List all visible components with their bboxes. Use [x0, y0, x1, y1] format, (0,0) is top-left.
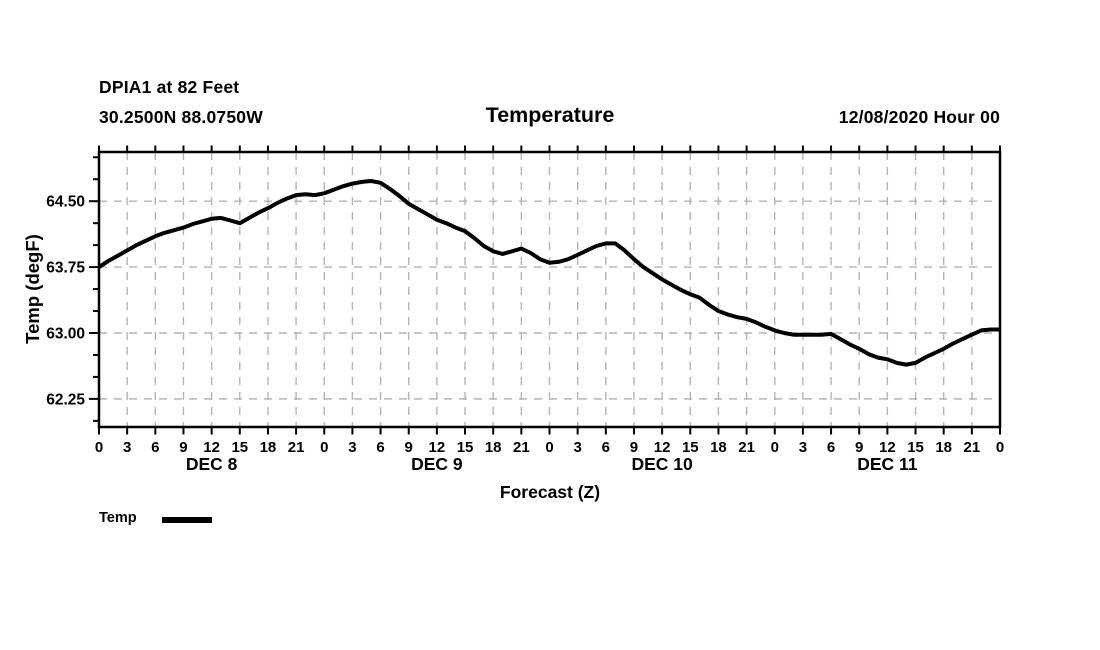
svg-text:63.00: 63.00 — [46, 325, 85, 342]
svg-text:12: 12 — [429, 439, 446, 456]
x-axis-title: Forecast (Z) — [499, 482, 601, 502]
temp-curve — [97, 179, 1000, 367]
legend-label: Temp — [99, 510, 137, 526]
svg-text:21: 21 — [513, 439, 530, 456]
legend-line-swatch — [162, 517, 212, 523]
svg-text:18: 18 — [260, 439, 277, 456]
svg-text:21: 21 — [738, 439, 755, 456]
svg-text:15: 15 — [457, 439, 474, 456]
svg-text:9: 9 — [405, 439, 413, 456]
svg-text:0: 0 — [771, 439, 779, 456]
svg-text:6: 6 — [151, 439, 159, 456]
day-labels: DEC 8 DEC 9 DEC 10 DEC 11 — [186, 454, 918, 474]
svg-text:21: 21 — [288, 439, 305, 456]
svg-text:0: 0 — [545, 439, 553, 456]
svg-text:62.25: 62.25 — [46, 391, 85, 408]
svg-text:3: 3 — [573, 439, 581, 456]
svg-text:3: 3 — [123, 439, 131, 456]
svg-text:6: 6 — [602, 439, 610, 456]
svg-text:3: 3 — [799, 439, 807, 456]
svg-text:15: 15 — [231, 439, 248, 456]
svg-text:18: 18 — [710, 439, 727, 456]
axis-ticks — [89, 145, 1001, 435]
svg-text:0: 0 — [320, 439, 328, 456]
gridlines — [99, 152, 1000, 427]
svg-text:15: 15 — [682, 439, 699, 456]
svg-text:12: 12 — [879, 439, 896, 456]
station-name: DPIA1 at 82 Feet — [99, 77, 240, 97]
chart-title: Temperature — [485, 103, 615, 127]
plot-border — [97, 150, 1002, 429]
x-tick-labels: 0 3 6 9 12 15 18 21 0 3 6 9 12 15 18 21 0 3 6 9 12 15 18 21 0 3 6 9… — [95, 439, 1004, 456]
svg-text:3: 3 — [348, 439, 356, 456]
svg-text:12: 12 — [203, 439, 220, 456]
svg-text:64.50: 64.50 — [46, 194, 85, 211]
y-axis-title: Temp (degF) — [22, 234, 43, 344]
y-tick-labels: 64.50 63.75 63.00 62.25 — [46, 194, 85, 409]
forecast-run-date: 12/08/2020 Hour 00 — [838, 107, 1000, 127]
svg-text:6: 6 — [827, 439, 835, 456]
svg-text:12: 12 — [654, 439, 671, 456]
svg-text:63.75: 63.75 — [46, 260, 85, 277]
station-coordinates: 30.2500N 88.0750W — [99, 107, 263, 127]
svg-text:DEC 8: DEC 8 — [186, 454, 238, 474]
svg-text:18: 18 — [485, 439, 502, 456]
svg-text:18: 18 — [935, 439, 952, 456]
svg-text:21: 21 — [964, 439, 981, 456]
svg-text:9: 9 — [855, 439, 863, 456]
svg-text:0: 0 — [996, 439, 1004, 456]
svg-text:6: 6 — [376, 439, 384, 456]
svg-text:DEC 11: DEC 11 — [857, 454, 918, 474]
svg-text:15: 15 — [907, 439, 924, 456]
svg-text:DEC 10: DEC 10 — [631, 454, 693, 474]
svg-text:9: 9 — [179, 439, 187, 456]
svg-text:9: 9 — [630, 439, 638, 456]
svg-text:0: 0 — [95, 439, 103, 456]
svg-text:DEC 9: DEC 9 — [411, 454, 463, 474]
